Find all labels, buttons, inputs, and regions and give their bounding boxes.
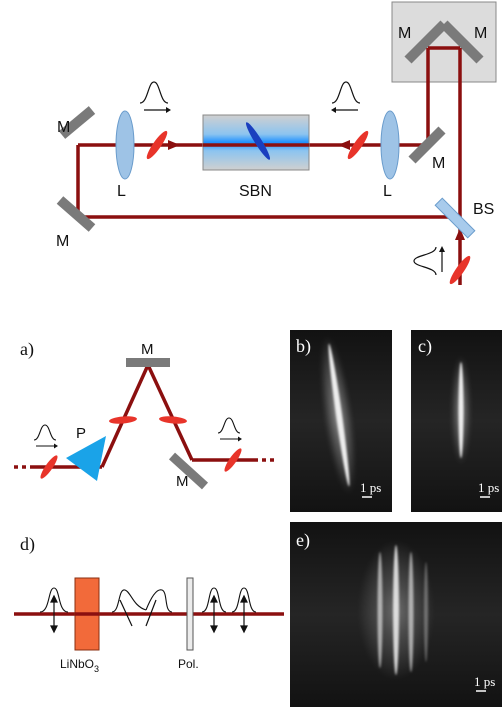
waveplate-3 <box>449 255 471 285</box>
pulse-icon-right <box>331 81 361 113</box>
panel-d-label: d) <box>20 534 35 555</box>
lens-left <box>115 110 135 180</box>
pulse-icon-input <box>413 246 445 276</box>
panel-d-polarizer-label: Pol. <box>178 657 199 671</box>
panel-e-streak-3 <box>408 552 414 672</box>
mirror-top-left <box>58 106 96 139</box>
panel-e-label: e) <box>296 530 310 551</box>
beam-arrow-1 <box>168 140 180 150</box>
waveplate-2 <box>347 130 369 160</box>
sbn-waveplate <box>245 122 271 160</box>
top-setup: M M M M M L L <box>56 1 497 285</box>
panel-b: b) 1 ps <box>290 330 392 512</box>
panel-d-polarization-arrows <box>50 594 248 634</box>
panel-c-streak <box>458 362 464 458</box>
panel-a-waveplate-4 <box>224 448 242 472</box>
mirror-right-label: M <box>432 155 445 172</box>
panel-a-mirror-bottom-label: M <box>176 473 189 490</box>
pulse-icon-left <box>139 81 171 113</box>
panel-d-linbo3-label: LiNbO3 <box>60 657 99 674</box>
panel-a-label: a) <box>20 339 34 360</box>
panel-d: d) LiNbO3 Pol. <box>14 534 284 674</box>
panel-a-waveplate-2 <box>109 416 137 424</box>
panel-a-waveplate-3 <box>159 416 187 424</box>
panel-d-pulses <box>39 587 257 613</box>
beam-arrow-2 <box>338 140 350 150</box>
panel-a-waveplate-1 <box>40 455 58 479</box>
panel-e-streak-4 <box>424 562 428 662</box>
panel-d-polarizer <box>186 577 194 651</box>
beamsplitter <box>434 197 476 239</box>
panel-c-scale: 1 ps <box>478 480 499 495</box>
box-mirror-left-label: M <box>398 25 411 42</box>
panel-a-mirror-bottom <box>168 452 209 490</box>
panel-c-label: c) <box>418 336 432 357</box>
panel-a-pulse-icon-2 <box>217 417 242 442</box>
beamsplitter-label: BS <box>473 201 494 218</box>
panel-a: a) M M P <box>14 339 274 490</box>
panel-a-prism-label: P <box>76 425 86 442</box>
lens-right <box>380 110 400 180</box>
lens-right-label: L <box>383 183 392 200</box>
panel-b-label: b) <box>296 336 311 357</box>
panel-a-beam <box>30 364 258 469</box>
lens-left-label: L <box>117 183 126 200</box>
panel-e-streak-2 <box>393 545 399 675</box>
sbn-label: SBN <box>239 183 272 200</box>
beam-arrow-3 <box>455 228 465 240</box>
panel-a-mirror-top-label: M <box>141 341 154 358</box>
panel-a-prism <box>66 436 106 481</box>
mirror-right <box>408 126 446 164</box>
panel-e: e) 1 ps <box>290 522 502 707</box>
box-mirror-right-label: M <box>474 25 487 42</box>
mirror-bottom-left-label: M <box>56 233 69 250</box>
panel-b-scale: 1 ps <box>360 480 381 495</box>
panel-d-linbo3-subscript: 3 <box>94 664 99 674</box>
panel-b-streak <box>328 343 350 487</box>
waveplate-1 <box>146 130 168 160</box>
folding-mirror-box <box>391 1 497 83</box>
panel-c: c) 1 ps <box>411 330 502 512</box>
panel-e-streak-1 <box>377 552 383 668</box>
panel-e-scale: 1 ps <box>474 674 495 689</box>
mirror-top-left-label: M <box>57 119 70 136</box>
panel-a-beam-dashes <box>14 458 274 469</box>
panel-a-pulse-icon-1 <box>33 424 58 449</box>
box-mirror-left <box>404 20 448 64</box>
box-mirror-right <box>440 20 484 64</box>
mirror-bottom-left <box>56 196 96 232</box>
panel-a-mirror-top <box>126 358 170 367</box>
